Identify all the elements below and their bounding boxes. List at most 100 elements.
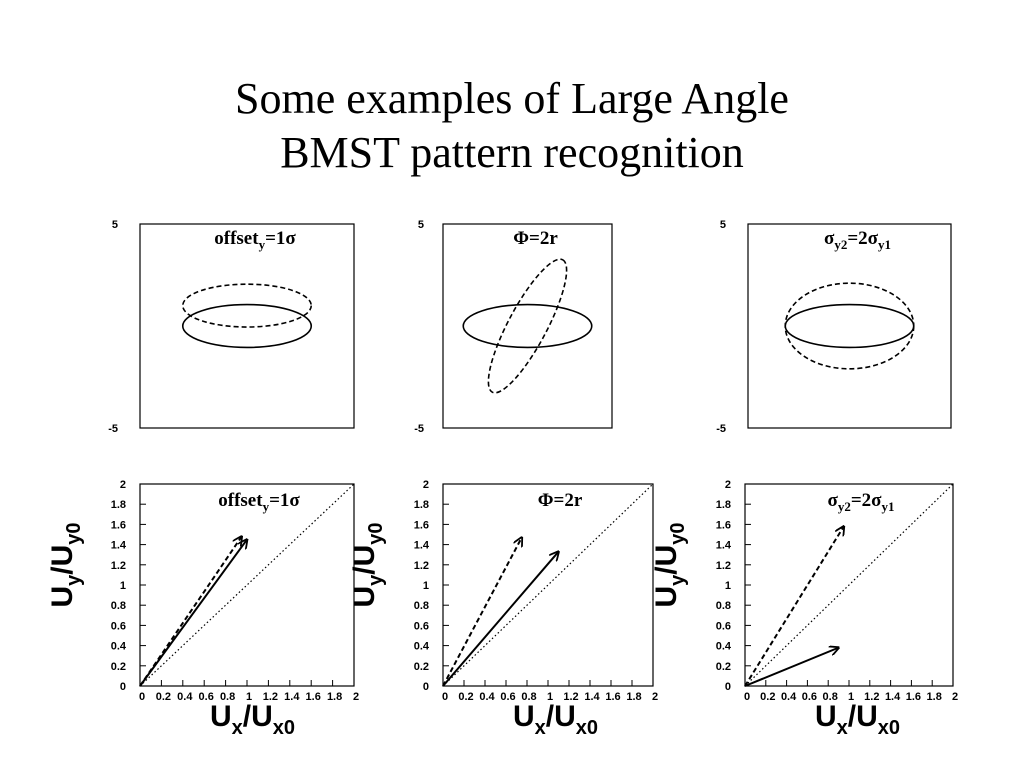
plot-frame: [139, 223, 355, 429]
chart-bottom-middle: 0 0.2 0.4 0.6 0.8 1 1.2 1.4 1.6 1.8 2 0 0.2 0.4 0.6 0.8…: [348, 479, 658, 739]
x-tick-label: 1.8: [327, 691, 342, 703]
y-tick-label: 0.2: [716, 661, 731, 673]
x-tick-label: 1.6: [605, 691, 620, 703]
y-tick-label: 5: [112, 219, 118, 231]
dotted-line: [442, 483, 654, 687]
y-tick-label: -5: [716, 423, 726, 435]
dashed-ellipse: [487, 258, 568, 394]
chart-bottom-left: 0 0.2 0.4 0.6 0.8 1 1.2 1.4 1.6 1.8 2 0 0.2 0.4 0.6 0.8…: [46, 479, 359, 739]
x-tick-label: 0.2: [458, 691, 473, 703]
chart-title: σy2=2σy1: [824, 228, 891, 252]
x-tick-label: 1: [547, 691, 553, 703]
x-tick-label: 1.8: [927, 691, 942, 703]
dashed-ellipse: [181, 283, 313, 328]
y-axis-label: Uy/Uy0: [348, 522, 387, 607]
x-tick-label: 0.8: [220, 691, 235, 703]
y-tick-label: 1.8: [111, 499, 126, 511]
y-tick-label: 1.4: [716, 540, 732, 552]
plot-frame: [442, 223, 613, 429]
x-tick-label: 0.6: [199, 691, 214, 703]
y-tick-label: 0.2: [414, 661, 429, 673]
y-tick-label: 0.6: [111, 620, 126, 632]
x-tick-label: 1.2: [563, 691, 578, 703]
x-tick-label: 1.4: [885, 691, 901, 703]
y-tick-label: 1.8: [414, 499, 429, 511]
x-tick-label: 0: [139, 691, 145, 703]
x-tick-label: 0.6: [500, 691, 515, 703]
y-tick-label: 0.8: [716, 600, 731, 612]
x-tick-label: 1.4: [284, 691, 300, 703]
y-tick-label: 1.4: [111, 540, 127, 552]
chart-bottom-right: 0 0.2 0.4 0.6 0.8 1 1.2 1.4 1.6 1.8 2 0 0.2 0.4 0.6 0.8…: [650, 479, 958, 739]
x-tick-label: 2: [353, 691, 359, 703]
y-tick-label: 1.8: [716, 499, 731, 511]
y-tick-label: 1: [120, 580, 126, 592]
y-tick-label: 0.2: [111, 661, 126, 673]
x-tick-label: 0.4: [177, 691, 193, 703]
chart-title: offsety=1σ: [214, 228, 296, 252]
y-tick-label: 0.4: [716, 641, 732, 653]
y-axis-label: Uy/Uy0: [650, 522, 689, 607]
x-tick-label: 1.8: [626, 691, 641, 703]
x-tick-label: 0.6: [802, 691, 817, 703]
dotted-line: [139, 483, 355, 687]
y-tick-label: 1: [725, 580, 731, 592]
x-axis-label: Ux/Ux0: [210, 700, 295, 739]
solid-arrow-line: [442, 552, 559, 687]
y-tick-label: 0: [725, 681, 731, 693]
y-tick-label: 0: [120, 681, 126, 693]
x-tick-label: 0.8: [521, 691, 536, 703]
x-tick-label: 1.6: [906, 691, 921, 703]
slide-title: Some examples of Large Angle BMST patter…: [0, 72, 1024, 180]
plot-frame: [442, 483, 654, 687]
chart-title: Φ=2r: [513, 228, 558, 249]
y-tick-label: 1.4: [414, 540, 430, 552]
x-tick-label: 2: [652, 691, 658, 703]
x-tick-label: 0.8: [823, 691, 838, 703]
y-tick-label: 2: [423, 479, 429, 491]
x-tick-label: 1.2: [864, 691, 879, 703]
x-tick-label: 1.2: [263, 691, 278, 703]
slide-title-line-1: Some examples of Large Angle: [235, 74, 789, 123]
chart-top-right: σy2=2σy1 5 -5: [716, 219, 952, 435]
solid-arrow-line: [139, 540, 247, 687]
x-tick-label: 1.4: [584, 691, 600, 703]
chart-title: σy2=2σy1: [827, 490, 894, 514]
y-tick-label: 0.8: [111, 600, 126, 612]
x-tick-label: 0.4: [479, 691, 495, 703]
y-tick-label: -5: [108, 423, 118, 435]
x-tick-label: 0: [442, 691, 448, 703]
chart-title: offsety=1σ: [218, 490, 300, 514]
y-tick-label: 1.2: [111, 560, 126, 572]
dashed-arrow-line: [442, 538, 522, 687]
x-axis-label: Ux/Ux0: [815, 700, 900, 739]
y-tick-label: 1.2: [716, 560, 731, 572]
x-tick-label: 0.2: [156, 691, 171, 703]
dashed-ellipse: [784, 282, 915, 370]
y-tick-label: 0.4: [414, 641, 430, 653]
dashed-arrow-line: [139, 537, 242, 687]
y-tick-label: 5: [720, 219, 726, 231]
y-axis-label: Uy/Uy0: [46, 522, 85, 607]
dashed-arrow-line: [744, 526, 844, 687]
solid-arrow-line: [744, 648, 839, 687]
chart-top-middle: Φ=2r 5 -5: [414, 219, 613, 435]
x-tick-label: 0: [744, 691, 750, 703]
y-tick-label: 1.6: [716, 519, 731, 531]
y-tick-label: 0: [423, 681, 429, 693]
y-tick-label: 5: [418, 219, 424, 231]
solid-ellipse: [784, 303, 915, 349]
x-tick-label: 1.6: [306, 691, 321, 703]
y-tick-label: 1.6: [111, 519, 126, 531]
y-tick-label: 1.2: [414, 560, 429, 572]
y-tick-label: 0.6: [716, 620, 731, 632]
y-tick-label: 2: [120, 479, 126, 491]
x-tick-label: 2: [952, 691, 958, 703]
solid-ellipse: [181, 303, 313, 349]
chart-top-left: offsety=1σ 5 -5: [108, 219, 355, 435]
y-tick-label: 0.4: [111, 641, 127, 653]
x-tick-label: 1: [848, 691, 854, 703]
y-tick-label: 2: [725, 479, 731, 491]
x-tick-label: 1: [246, 691, 252, 703]
